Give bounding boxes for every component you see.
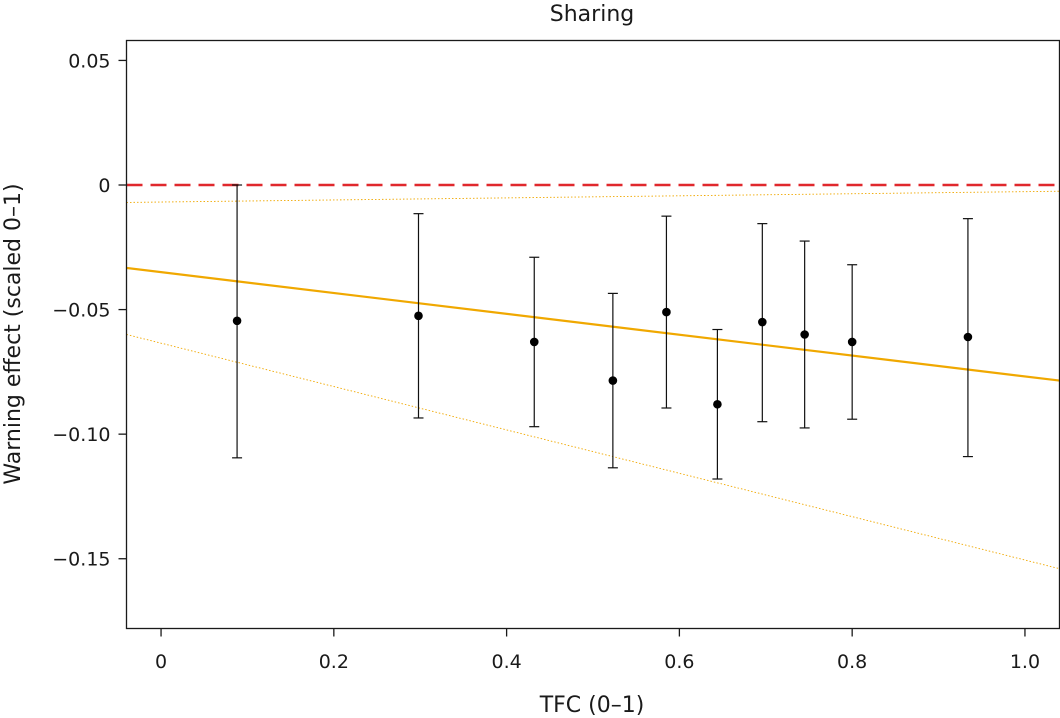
data-point-2 [413, 213, 424, 419]
y-tick-label: −0.05 [52, 300, 110, 322]
ci-lower-line [126, 334, 1060, 570]
fit-line [126, 266, 1060, 382]
y-axis: 0.05 0 −0.05 −0.10 −0.15 [52, 50, 127, 571]
y-axis-title: Warning effect (scaled 0–1) [1, 183, 26, 484]
plot-frame [125, 39, 1060, 630]
data-point-10 [962, 218, 973, 458]
data-point-5 [661, 215, 672, 409]
point-marker [963, 332, 973, 342]
ci-upper-line [126, 190, 1060, 203]
x-axis: 0 0.2 0.4 0.6 0.8 1.0 [155, 628, 1040, 673]
point-marker [608, 376, 618, 385]
data-point-7 [757, 223, 768, 423]
data-point-1 [232, 184, 243, 459]
y-tick-label: −0.15 [52, 549, 110, 571]
y-tick-label: 0 [98, 175, 110, 197]
x-tick-label: 0.4 [492, 651, 522, 673]
x-tick-label: 0.8 [837, 651, 867, 673]
x-axis-title: TFC (0–1) [539, 693, 645, 718]
x-tick-label: 0.2 [319, 651, 349, 673]
point-marker [758, 317, 767, 327]
x-tick-label: 0.6 [664, 651, 694, 673]
data-point-8 [799, 240, 810, 429]
data-point-3 [529, 256, 540, 428]
x-tick-label: 1.0 [1010, 651, 1040, 673]
point-marker [232, 316, 242, 326]
data-point-9 [847, 264, 858, 420]
point-marker [414, 311, 423, 321]
point-marker [713, 399, 722, 409]
point-marker [800, 330, 809, 339]
y-tick-label: 0.05 [68, 50, 110, 72]
plot-area [126, 183, 1060, 570]
y-tick-label: −0.10 [52, 424, 110, 446]
point-marker [662, 307, 671, 317]
data-point-6 [712, 328, 723, 480]
point-marker [847, 337, 857, 347]
point-marker [529, 337, 539, 347]
data-point-4 [607, 292, 618, 469]
x-tick-label: 0 [155, 651, 167, 673]
chart-title: Sharing [550, 2, 634, 27]
